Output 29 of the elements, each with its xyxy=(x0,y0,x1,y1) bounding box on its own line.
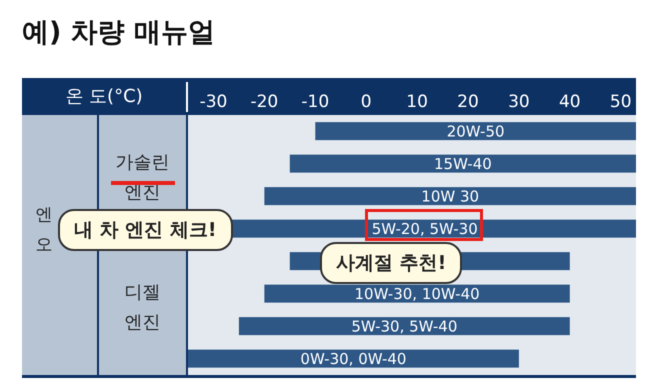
bar xyxy=(264,284,570,303)
y-tick-label: 5W-30, 5W-40 xyxy=(351,317,458,336)
x-tick-label: -10 xyxy=(301,92,330,112)
x-axis-title: 온 도(°C) xyxy=(64,85,144,109)
x-tick-label: 40 xyxy=(559,92,581,112)
x-tick-label: 10 xyxy=(406,92,428,112)
y-tick-label: 5W-20, 5W-30 xyxy=(372,220,478,238)
x-tick-label: -20 xyxy=(250,92,278,112)
y-tick-label: 15W-40 xyxy=(434,154,492,173)
text: 디젤 엔진 xyxy=(124,281,162,335)
y-tick-label: 20W-50 xyxy=(446,122,505,140)
x-tick-label: -30 xyxy=(200,92,228,112)
bar xyxy=(238,317,570,336)
bar xyxy=(290,154,636,173)
x-tick-label: 0 xyxy=(360,92,372,112)
annotation: 사계절 추천! xyxy=(320,242,462,284)
annotation: 내 차 엔진 체크! xyxy=(58,209,233,251)
bar xyxy=(264,187,636,206)
x-tick-label: 50 xyxy=(610,92,632,112)
x-tick-label: 20 xyxy=(457,92,479,112)
text: 엔 오 xyxy=(34,204,54,257)
bar xyxy=(315,122,636,140)
chart-title: 예) 차량 매뉴얼 xyxy=(22,16,216,50)
text: 가솔린 엔진 xyxy=(114,151,170,205)
y-tick-label: 10W-30, 10W-40 xyxy=(354,284,480,303)
y-tick-label: 0W-30, 0W-40 xyxy=(300,350,406,368)
y-tick-label: 10W 30 xyxy=(421,187,480,206)
bar xyxy=(188,350,519,368)
x-tick-label: 30 xyxy=(508,92,530,112)
